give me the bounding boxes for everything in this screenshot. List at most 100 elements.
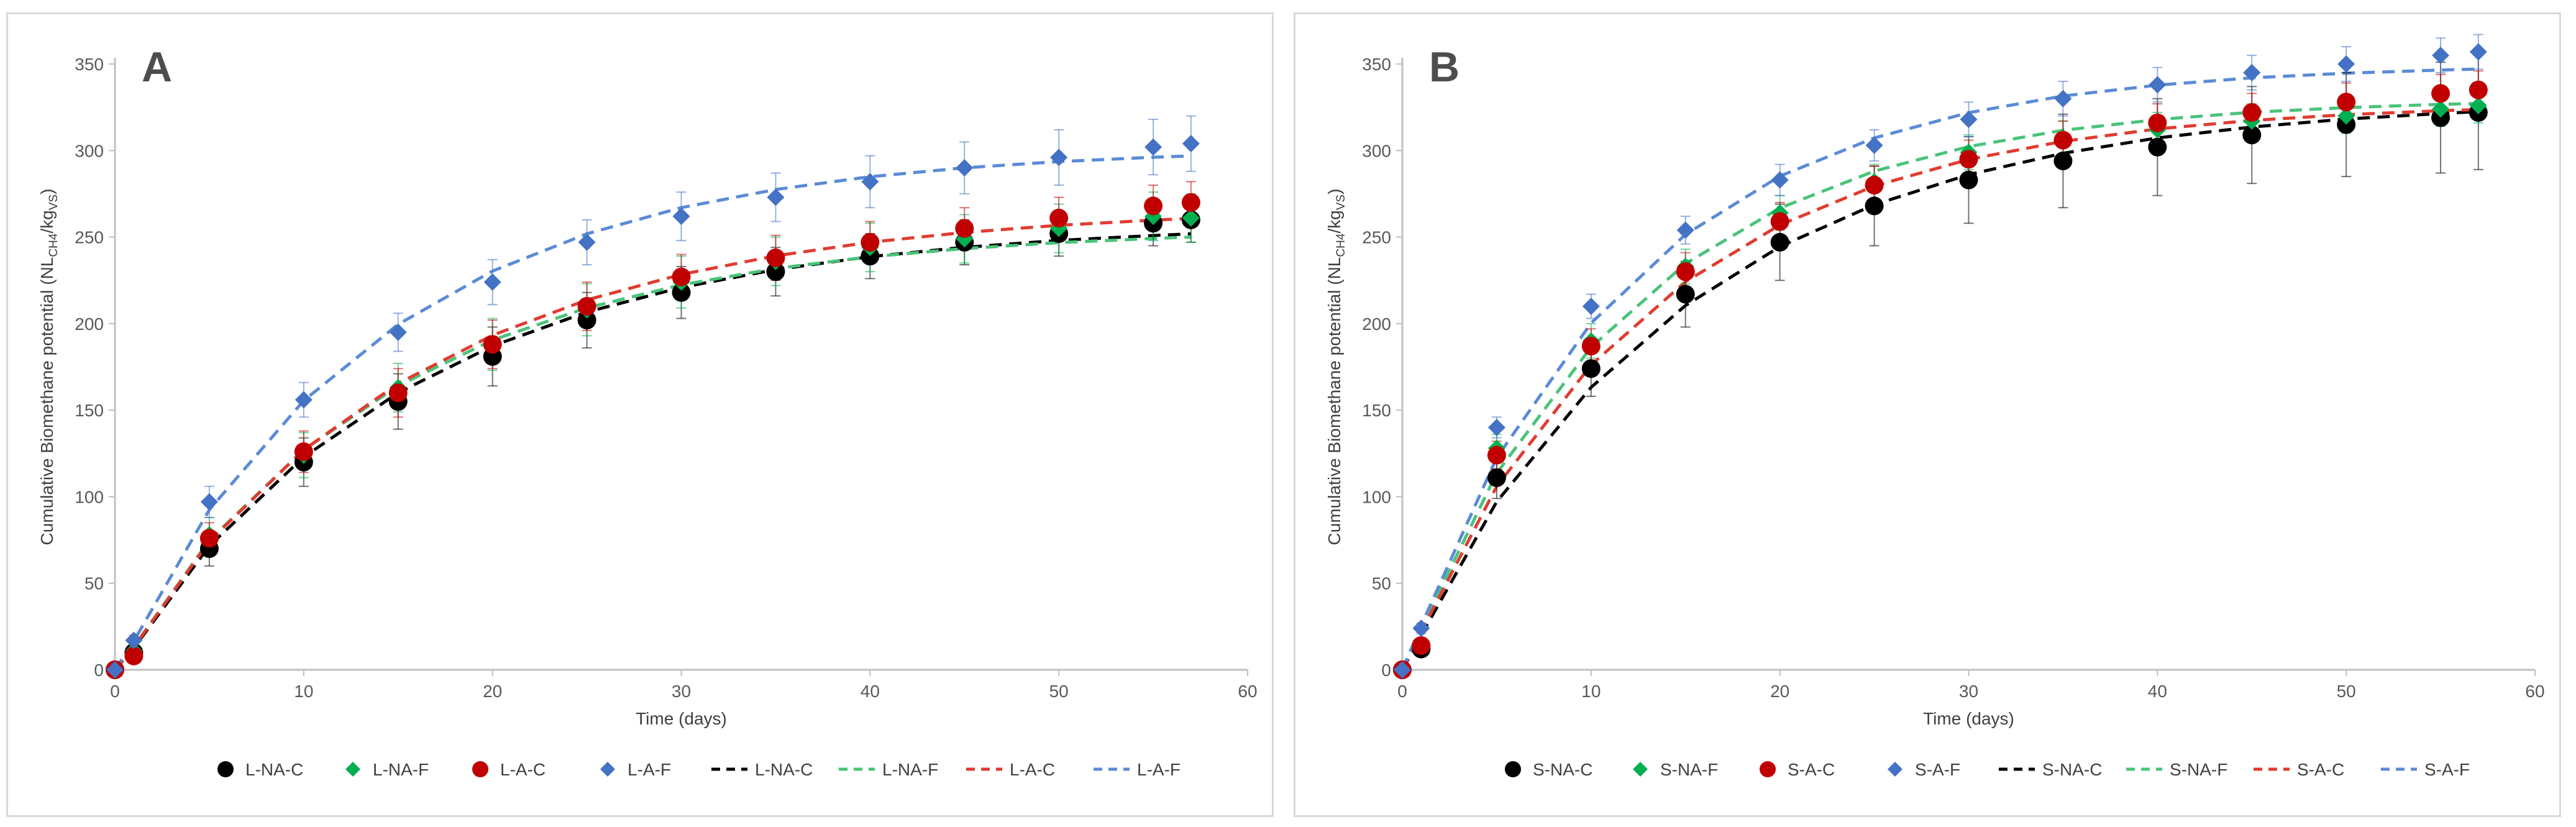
legend-label: S-A-F — [1915, 760, 1960, 779]
point-s-na-f — [2337, 107, 2355, 125]
point-s-a-f — [2432, 47, 2450, 65]
point-l-a-f — [767, 188, 785, 206]
legend-swatch-s-na-c — [1505, 761, 1521, 777]
legend-swatch-l-a-c — [472, 761, 488, 777]
y-tick-label: 0 — [94, 660, 104, 680]
y-axis-title-part: Cumulative Biomethane potential (NL — [37, 257, 57, 546]
fit-line-l-a-f — [113, 154, 1191, 671]
point-s-a-f — [1676, 221, 1694, 239]
point-l-a-c — [483, 335, 502, 354]
fit-line-s-na-f — [1400, 102, 2478, 671]
point-s-na-c — [1487, 468, 1506, 487]
point-l-a-c — [199, 529, 219, 548]
point-l-a-f — [956, 159, 974, 177]
y-tick-label: 250 — [1362, 228, 1391, 247]
y-tick-label: 300 — [75, 141, 104, 160]
legend-label: L-A-F — [628, 760, 671, 779]
point-s-na-c — [2053, 152, 2073, 170]
point-s-na-c — [1770, 232, 1789, 252]
point-l-a-f — [1182, 135, 1200, 153]
point-s-a-c — [1770, 212, 1789, 231]
point-s-na-c — [1959, 170, 1978, 190]
point-l-a-c — [766, 249, 785, 267]
point-l-na-f — [1182, 209, 1200, 227]
point-l-a-f — [200, 493, 218, 511]
point-s-a-f — [1394, 661, 1411, 679]
point-l-a-c — [124, 646, 144, 665]
legend-label: S-A-F — [2424, 760, 2470, 779]
point-l-a-f — [483, 273, 501, 291]
legend-swatch-s-a-f — [1888, 762, 1902, 777]
legend-swatch-l-na-c — [217, 761, 234, 777]
fit-line-l-na-c — [114, 232, 1191, 671]
point-s-a-c — [2053, 130, 2073, 150]
point-s-a-c — [1581, 337, 1601, 356]
point-l-a-c — [294, 442, 313, 461]
fit-line-l-a-c — [114, 217, 1191, 671]
point-l-a-f — [1144, 138, 1162, 156]
x-tick-label: 60 — [2525, 682, 2544, 701]
point-l-a-c — [388, 383, 408, 403]
x-tick-label: 0 — [1397, 682, 1407, 701]
point-s-a-c — [1676, 262, 1695, 281]
y-axis-title-part: Cumulative Biomethane potential (NL — [1325, 257, 1344, 546]
point-s-a-f — [2469, 43, 2487, 61]
legend-label: L-A-C — [500, 760, 546, 779]
y-axis-title-part: CH4 — [47, 233, 60, 257]
y-tick-label: 250 — [75, 228, 104, 247]
point-s-na-f — [2432, 100, 2450, 118]
point-s-a-c — [1487, 445, 1506, 465]
y-tick-label: 50 — [84, 574, 104, 593]
y-tick-label: 200 — [75, 314, 104, 334]
y-tick-label: 150 — [1362, 401, 1391, 420]
x-tick-label: 30 — [1959, 682, 1978, 701]
point-l-a-f — [578, 233, 596, 251]
y-tick-label: 200 — [1362, 314, 1391, 334]
point-l-a-c — [955, 219, 974, 238]
point-s-a-c — [2469, 80, 2488, 99]
point-l-a-f — [295, 391, 313, 409]
x-tick-label: 60 — [1238, 682, 1257, 701]
chart-b: 0 50 100 150 200 250 300 350 0 10 20 30 40 50 60 Time (… — [1325, 34, 2545, 779]
legend-label: S-NA-F — [1660, 760, 1718, 779]
point-s-a-f — [1960, 111, 1978, 129]
fit-line-s-a-c — [1400, 107, 2478, 671]
y-tick-label: 350 — [1362, 55, 1391, 74]
chart-a: 0 50 100 150 200 250 300 350 0 10 20 30 40 50 60 Time (… — [37, 43, 1258, 779]
legend-label: L-NA-C — [245, 760, 303, 779]
x-tick-label: 10 — [294, 682, 313, 701]
point-s-na-c — [1581, 359, 1601, 378]
x-tick-label: 20 — [1770, 682, 1789, 701]
y-axis-title: Cumulative Biomethane potential (NLCH4/k… — [37, 189, 60, 546]
point-l-a-f — [125, 631, 143, 649]
x-tick-label: 10 — [1581, 682, 1601, 701]
legend-swatch-s-na-f — [1633, 762, 1648, 777]
point-s-a-c — [1865, 176, 1884, 194]
point-l-a-c — [1144, 196, 1163, 216]
panel-a: 0 50 100 150 200 250 300 350 0 10 20 30 40 50 60 Time (… — [6, 12, 1274, 817]
point-s-a-c — [1412, 636, 1431, 655]
y-axis-title-part: /kg — [1325, 210, 1344, 233]
y-tick-label: 0 — [1381, 660, 1391, 680]
legend-label: S-A-C — [1788, 760, 1835, 779]
legend-label: S-NA-C — [1533, 760, 1592, 779]
point-s-a-f — [2337, 55, 2355, 73]
point-l-a-c — [1181, 193, 1200, 212]
point-l-a-f — [672, 208, 690, 226]
y-tick-label: 50 — [1372, 574, 1391, 593]
point-s-a-c — [1959, 150, 1978, 169]
panel-letter: A — [142, 43, 172, 91]
point-l-a-f — [389, 323, 407, 341]
legend-label: L-NA-F — [882, 760, 938, 779]
x-axis-title: Time (days) — [1923, 709, 2014, 728]
point-s-a-f — [1582, 298, 1600, 315]
point-l-na-c — [766, 262, 785, 281]
x-tick-label: 20 — [483, 682, 502, 701]
panel-letter: B — [1429, 43, 1459, 91]
point-s-na-c — [2148, 137, 2167, 157]
point-s-a-f — [1487, 419, 1505, 436]
point-l-a-f — [861, 173, 879, 191]
point-s-a-f — [1865, 136, 1883, 154]
point-l-na-c — [672, 283, 691, 302]
point-s-a-f — [2243, 63, 2261, 81]
